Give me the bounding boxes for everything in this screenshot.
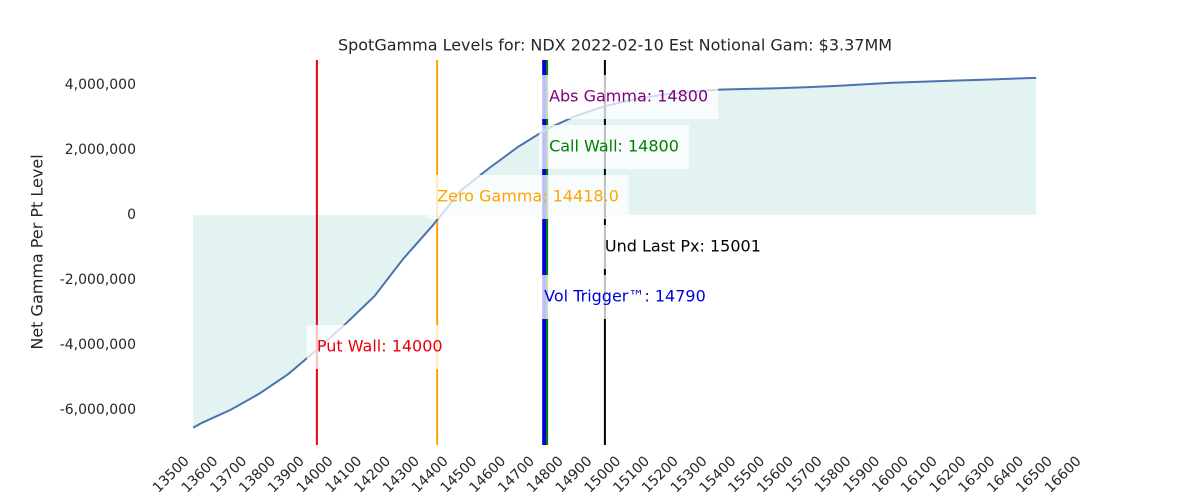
chart-title: SpotGamma Levels for: NDX 2022-02-10 Est…	[338, 36, 892, 55]
area-fill	[193, 77, 1037, 428]
y-tick-label: -4,000,000	[60, 337, 136, 353]
y-tick-label: -2,000,000	[60, 272, 136, 288]
level-label: Zero Gamma: 14418.0	[437, 187, 619, 206]
level-label: Put Wall: 14000	[317, 337, 443, 356]
level-label: Und Last Px: 15001	[605, 237, 761, 256]
level-label-bg	[539, 75, 719, 119]
level-label: Call Wall: 14800	[549, 137, 679, 156]
y-tick-label: 2,000,000	[65, 142, 136, 158]
y-tick-label: -6,000,000	[60, 402, 136, 418]
level-label-bg	[539, 125, 689, 169]
level-label-bg	[306, 325, 453, 369]
y-tick-label: 4,000,000	[65, 77, 136, 93]
level-label-bg	[594, 225, 771, 269]
y-axis-label: Net Gamma Per Pt Level	[28, 154, 47, 349]
level-label-bg	[534, 275, 716, 319]
level-label: Abs Gamma: 14800	[549, 87, 708, 106]
level-label-bg	[427, 175, 629, 219]
level-label: Vol Trigger™: 14790	[544, 287, 706, 306]
y-tick-label: 0	[127, 207, 136, 223]
